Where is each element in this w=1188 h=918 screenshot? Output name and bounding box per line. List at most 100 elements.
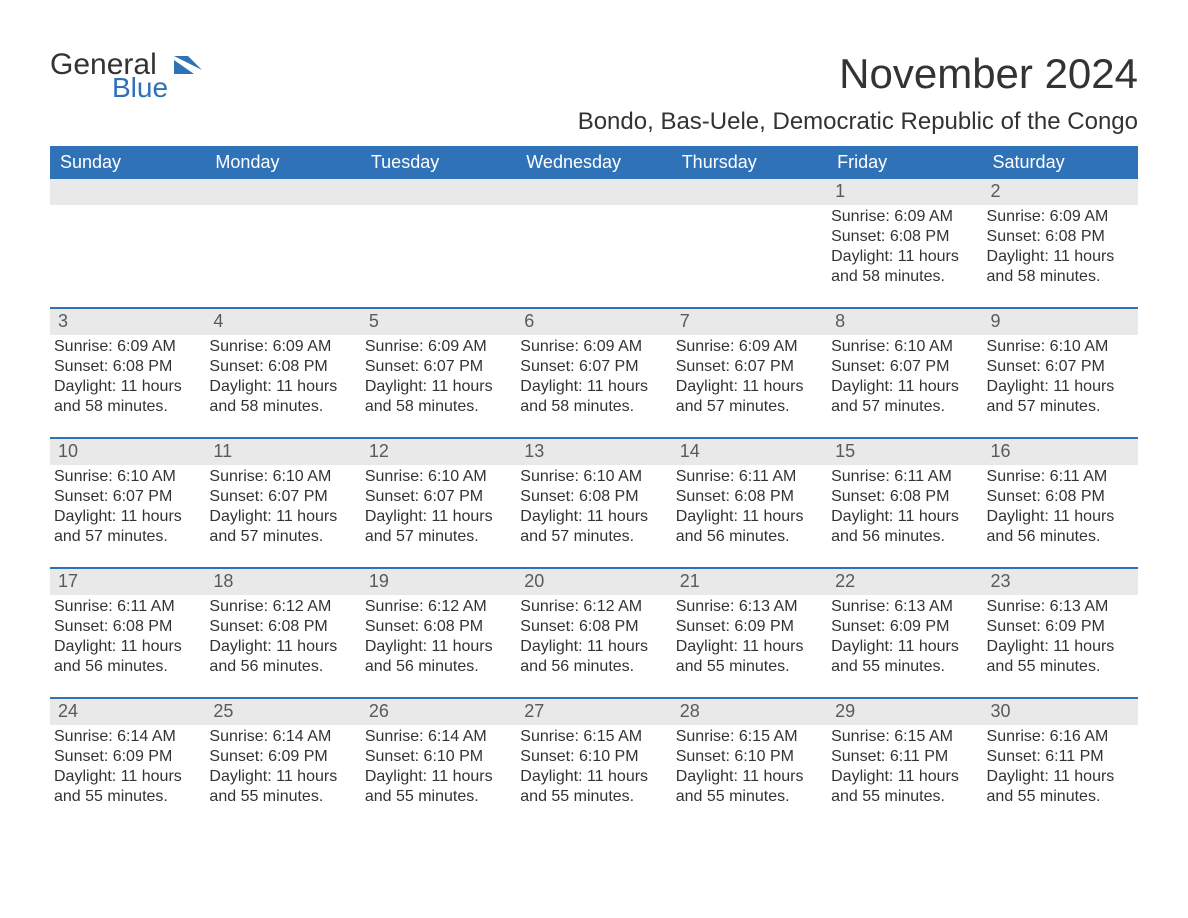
sunrise-text: Sunrise: 6:09 AM (676, 337, 819, 357)
sunrise-text: Sunrise: 6:09 AM (54, 337, 197, 357)
day-content: Sunrise: 6:10 AMSunset: 6:07 PMDaylight:… (205, 465, 360, 549)
day-header-monday: Monday (205, 146, 360, 179)
daylight-text: Daylight: 11 hours and 55 minutes. (831, 767, 974, 807)
day-number: 30 (983, 699, 1138, 725)
day-content (205, 205, 360, 289)
logo-word-blue: Blue (112, 74, 168, 102)
sunrise-text: Sunrise: 6:10 AM (365, 467, 508, 487)
sunset-text: Sunset: 6:11 PM (831, 747, 974, 767)
sunset-text: Sunset: 6:09 PM (987, 617, 1130, 637)
day-number: 6 (516, 309, 671, 335)
sunset-text: Sunset: 6:08 PM (831, 487, 974, 507)
day-number: 11 (205, 439, 360, 465)
sunset-text: Sunset: 6:07 PM (365, 357, 508, 377)
sunset-text: Sunset: 6:08 PM (987, 227, 1130, 247)
day-content: Sunrise: 6:11 AMSunset: 6:08 PMDaylight:… (672, 465, 827, 549)
day-number: 9 (983, 309, 1138, 335)
daylight-text: Daylight: 11 hours and 55 minutes. (54, 767, 197, 807)
content-row: Sunrise: 6:11 AMSunset: 6:08 PMDaylight:… (50, 595, 1138, 679)
day-content: Sunrise: 6:09 AMSunset: 6:08 PMDaylight:… (205, 335, 360, 419)
day-number: 22 (827, 569, 982, 595)
daylight-text: Daylight: 11 hours and 56 minutes. (520, 637, 663, 677)
sunset-text: Sunset: 6:08 PM (54, 617, 197, 637)
daylight-text: Daylight: 11 hours and 55 minutes. (987, 637, 1130, 677)
sunrise-text: Sunrise: 6:16 AM (987, 727, 1130, 747)
day-content: Sunrise: 6:16 AMSunset: 6:11 PMDaylight:… (983, 725, 1138, 809)
sunset-text: Sunset: 6:09 PM (676, 617, 819, 637)
day-number: 27 (516, 699, 671, 725)
daynum-bar: 17181920212223 (50, 569, 1138, 595)
day-number: 13 (516, 439, 671, 465)
daylight-text: Daylight: 11 hours and 58 minutes. (54, 377, 197, 417)
day-number: 3 (50, 309, 205, 335)
day-number (672, 179, 827, 205)
daylight-text: Daylight: 11 hours and 55 minutes. (831, 637, 974, 677)
sunset-text: Sunset: 6:11 PM (987, 747, 1130, 767)
sunrise-text: Sunrise: 6:09 AM (365, 337, 508, 357)
week-row: 24252627282930Sunrise: 6:14 AMSunset: 6:… (50, 697, 1138, 809)
daylight-text: Daylight: 11 hours and 58 minutes. (209, 377, 352, 417)
daylight-text: Daylight: 11 hours and 58 minutes. (831, 247, 974, 287)
day-content: Sunrise: 6:15 AMSunset: 6:10 PMDaylight:… (672, 725, 827, 809)
day-number: 4 (205, 309, 360, 335)
day-number: 14 (672, 439, 827, 465)
calendar-grid: Sunday Monday Tuesday Wednesday Thursday… (50, 146, 1138, 809)
content-row: Sunrise: 6:14 AMSunset: 6:09 PM Daylight:… (50, 725, 1138, 809)
day-number: 29 (827, 699, 982, 725)
location-subtitle: Bondo, Bas-Uele, Democratic Republic of … (50, 108, 1138, 136)
sunrise-text: Sunrise: 6:13 AM (676, 597, 819, 617)
sunset-text: Sunset: 6:09 PM (831, 617, 974, 637)
sunrise-text: Sunrise: 6:12 AM (520, 597, 663, 617)
day-header-wednesday: Wednesday (516, 146, 671, 179)
daylight-text: Daylight: 11 hours and 57 minutes. (365, 507, 508, 547)
day-number: 23 (983, 569, 1138, 595)
day-number: 8 (827, 309, 982, 335)
sunrise-text: Sunrise: 6:13 AM (831, 597, 974, 617)
sunset-text: Sunset: 6:08 PM (365, 617, 508, 637)
daylight-text: Daylight: 11 hours and 55 minutes. (676, 767, 819, 807)
logo-text: General Blue (50, 50, 168, 102)
day-number: 20 (516, 569, 671, 595)
daynum-bar: 12 (50, 179, 1138, 205)
daylight-text: Daylight: 11 hours and 55 minutes. (365, 767, 508, 807)
daylight-text: Daylight: 11 hours and 57 minutes. (676, 377, 819, 417)
sunrise-text: Sunrise: 6:10 AM (520, 467, 663, 487)
sunrise-text: Sunrise: 6:12 AM (365, 597, 508, 617)
day-content: Sunrise: 6:14 AMSunset: 6:09 PMDaylight:… (50, 725, 205, 809)
day-number: 18 (205, 569, 360, 595)
daylight-text: Daylight: 11 hours and 57 minutes. (987, 377, 1130, 417)
day-content: Sunrise: 6:13 AMSunset: 6:09 PMDaylight:… (983, 595, 1138, 679)
day-content: Sunrise: 6:10 AMSunset: 6:07 PMDaylight:… (827, 335, 982, 419)
sunrise-text: Sunrise: 6:15 AM (831, 727, 974, 747)
day-content: Sunrise: 6:09 AMSunset: 6:07 PMDaylight:… (672, 335, 827, 419)
sunrise-text: Sunrise: 6:11 AM (54, 597, 197, 617)
sunrise-text: Sunrise: 6:09 AM (987, 207, 1130, 227)
sunrise-text: Sunrise: 6:09 AM (209, 337, 352, 357)
day-content: Sunrise: 6:11 AMSunset: 6:08 PMDaylight:… (983, 465, 1138, 549)
day-header-saturday: Saturday (983, 146, 1138, 179)
day-content: Sunrise: 6:13 AMSunset: 6:09 PMDaylight:… (672, 595, 827, 679)
day-header-friday: Friday (827, 146, 982, 179)
month-title: November 2024 (839, 50, 1138, 98)
sunrise-text: Sunrise: 6:14 AM (209, 727, 352, 747)
sunset-text: Sunset: 6:09 PM (209, 747, 352, 767)
sunset-text: Sunset: 6:08 PM (520, 487, 663, 507)
week-row: 17181920212223Sunrise: 6:11 AMSunset: 6:… (50, 567, 1138, 679)
day-content: Sunrise: 6:13 AMSunset: 6:09 PMDaylight:… (827, 595, 982, 679)
daylight-text: Daylight: 11 hours and 55 minutes. (676, 637, 819, 677)
day-content: Sunrise: 6:11 AMSunset: 6:08 PMDaylight:… (827, 465, 982, 549)
day-number: 1 (827, 179, 982, 205)
day-content: Sunrise: 6:12 AMSunset: 6:08 PMDaylight:… (516, 595, 671, 679)
day-number: 5 (361, 309, 516, 335)
daynum-bar: 10111213141516 (50, 439, 1138, 465)
day-content: Sunrise: 6:12 AMSunset: 6:08 PMDaylight:… (361, 595, 516, 679)
daylight-text: Daylight: 11 hours and 57 minutes. (54, 507, 197, 547)
day-header-row: Sunday Monday Tuesday Wednesday Thursday… (50, 146, 1138, 179)
content-row: Sunrise: 6:10 AMSunset: 6:07 PMDaylight:… (50, 465, 1138, 549)
day-number (205, 179, 360, 205)
daylight-text: Daylight: 11 hours and 56 minutes. (987, 507, 1130, 547)
sunset-text: Sunset: 6:10 PM (676, 747, 819, 767)
sunrise-text: Sunrise: 6:10 AM (54, 467, 197, 487)
day-number: 12 (361, 439, 516, 465)
day-content: Sunrise: 6:14 AMSunset: 6:10 PMDaylight:… (361, 725, 516, 809)
